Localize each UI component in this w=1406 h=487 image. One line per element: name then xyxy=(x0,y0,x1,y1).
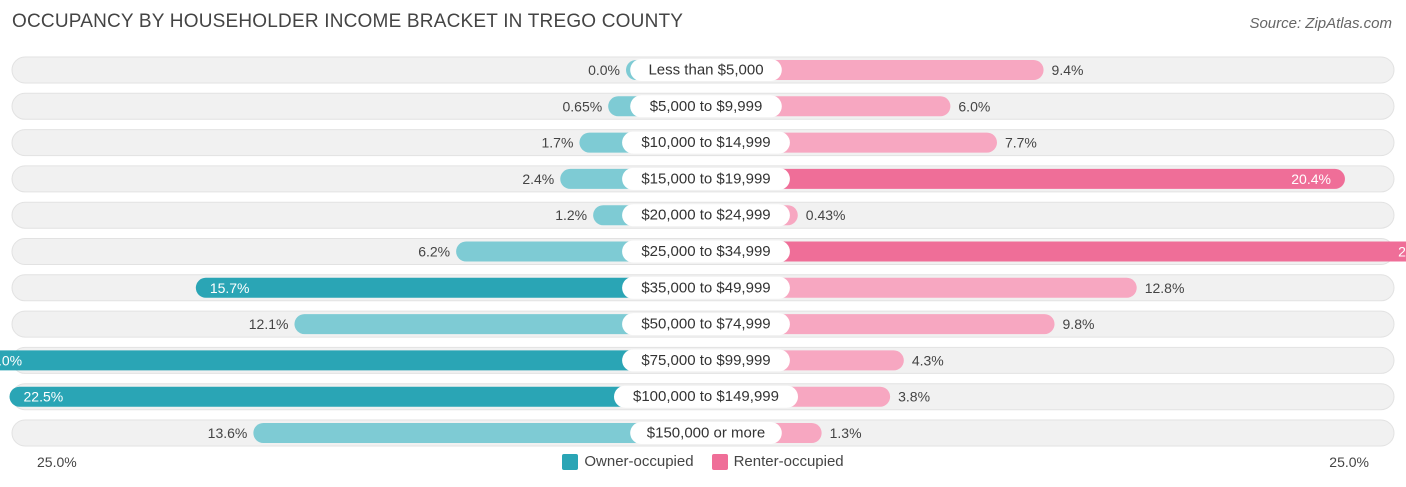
category-label-pill xyxy=(630,422,782,444)
chart-title: OCCUPANCY BY HOUSEHOLDER INCOME BRACKET … xyxy=(12,11,684,32)
value-label-owner: 13.6% xyxy=(208,425,248,441)
category-label-pill xyxy=(630,59,782,81)
bar-owner xyxy=(294,314,706,335)
bar-renter xyxy=(706,168,1345,189)
bar-renter xyxy=(706,314,1055,335)
category-label-pill xyxy=(630,95,782,118)
value-label-renter: 4.3% xyxy=(912,352,944,368)
bar-owner xyxy=(253,423,707,443)
legend: Owner-occupied Renter-occupied xyxy=(0,453,1406,470)
value-label-renter: 12.8% xyxy=(1145,280,1185,296)
legend-item-renter[interactable]: Renter-occupied xyxy=(711,453,844,470)
value-label-renter: 20.4% xyxy=(1291,171,1331,187)
value-label-renter: 24.3% xyxy=(1398,244,1406,260)
source-credit: Source: ZipAtlas.com xyxy=(1249,15,1392,32)
legend-swatch-owner xyxy=(562,453,579,470)
value-label-owner: 15.7% xyxy=(210,280,250,296)
legend-label-renter: Renter-occupied xyxy=(733,453,844,470)
category-label: $75,000 to $99,999 xyxy=(641,352,770,369)
category-label: $25,000 to $34,999 xyxy=(641,243,770,260)
bar-owner xyxy=(195,277,706,298)
bar-owner xyxy=(0,350,706,371)
category-label-pill xyxy=(622,240,790,263)
legend-item-owner[interactable]: Owner-occupied xyxy=(562,453,694,470)
category-label: $35,000 to $49,999 xyxy=(641,279,770,296)
value-label-owner: 22.5% xyxy=(24,389,64,405)
value-label-owner: 12.1% xyxy=(249,316,289,332)
category-label-pill xyxy=(622,349,790,372)
category-label-pill xyxy=(614,385,798,408)
value-label-owner: 1.7% xyxy=(541,135,573,151)
category-label-pill xyxy=(622,204,790,227)
value-label-renter: 1.3% xyxy=(830,425,862,441)
category-label: $15,000 to $19,999 xyxy=(641,170,770,187)
category-label-pill xyxy=(622,313,790,336)
bar-renter xyxy=(706,277,1137,298)
value-label-owner: 1.2% xyxy=(555,207,587,223)
legend-label-owner: Owner-occupied xyxy=(584,453,694,470)
category-label: $150,000 or more xyxy=(647,425,765,442)
value-label-owner: 0.65% xyxy=(562,98,602,114)
value-label-renter: 0.43% xyxy=(806,207,846,223)
value-label-owner: 24.0% xyxy=(0,352,22,368)
value-label-renter: 9.4% xyxy=(1052,62,1084,78)
value-label-renter: 7.7% xyxy=(1005,135,1037,151)
axis-left-label: 25.0% xyxy=(37,454,77,470)
bar-renter xyxy=(706,60,1044,80)
category-label: $10,000 to $14,999 xyxy=(641,134,770,151)
category-label: $20,000 to $24,999 xyxy=(641,207,770,224)
value-label-owner: 0.0% xyxy=(588,62,620,78)
category-label: $100,000 to $149,999 xyxy=(633,388,779,405)
category-label-pill xyxy=(622,167,790,190)
category-label-pill xyxy=(622,276,790,299)
axis-right-label: 25.0% xyxy=(1329,454,1369,470)
value-label-renter: 3.8% xyxy=(898,389,930,405)
category-label: Less than $5,000 xyxy=(648,62,763,79)
category-label-pill xyxy=(622,131,790,154)
bar-owner xyxy=(9,386,706,407)
value-label-renter: 6.0% xyxy=(958,98,990,114)
category-label: $5,000 to $9,999 xyxy=(650,98,763,115)
bar-renter xyxy=(706,241,1406,262)
value-label-owner: 6.2% xyxy=(418,244,450,260)
value-label-renter: 9.8% xyxy=(1063,316,1095,332)
value-label-owner: 2.4% xyxy=(522,171,554,187)
legend-swatch-renter xyxy=(711,453,728,470)
category-label: $50,000 to $74,999 xyxy=(641,316,770,333)
